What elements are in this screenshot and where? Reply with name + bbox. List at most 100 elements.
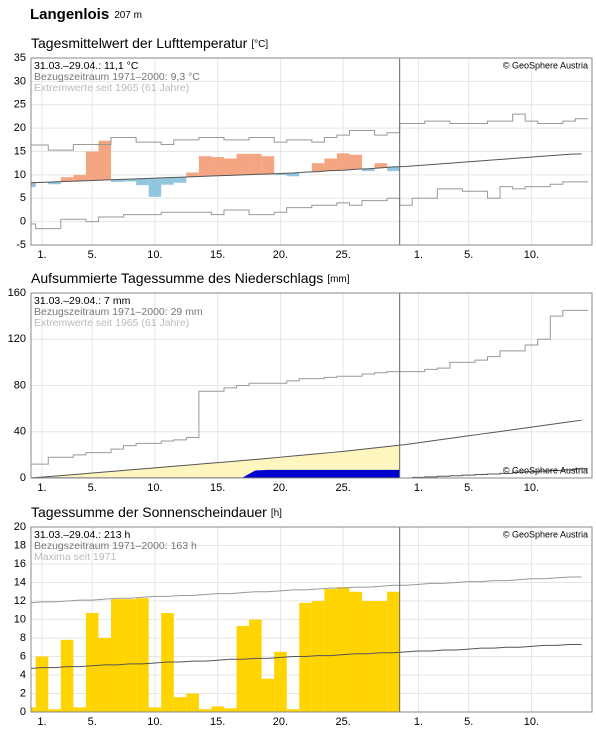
anomaly-bar [387,166,400,172]
y-tick-label: -5 [16,239,26,251]
x-tick-label: 1. [414,249,423,261]
line [31,153,582,184]
title-unit: [°C] [251,39,268,50]
legend-entry: 31.03.–29.04.: 213 h [34,529,130,541]
header: Langenlois 207 m [30,6,142,23]
anomaly-bar [85,151,99,181]
plot-frame [30,292,593,479]
anomaly-bar [136,178,149,186]
x-tick-label: 1. [414,716,423,728]
x-tick-label: 15. [210,249,225,261]
x-tick-label: 5. [88,716,97,728]
copyright: © GeoSphere Austria [503,529,588,539]
y-tick-label: 30 [14,75,26,87]
legend-entry: Bezugszeitraum 1971–2000: 163 h [34,540,197,552]
chart-title: Tagessumme der Sonnenscheindauer [h] [31,504,282,520]
anomaly-bar [362,168,375,172]
y-tick-label: 20 [14,521,26,533]
bar [123,599,137,712]
title-unit: [h] [271,508,282,519]
plot [31,576,582,712]
bar [261,678,275,712]
plot [31,309,588,478]
x-tick-label: 15. [210,716,225,728]
plot-frame [30,526,593,713]
legend-entry: 31.03.–29.04.: 7 mm [34,295,131,307]
bar [324,588,337,712]
legend-entry: Maxima seit 1971 [34,551,116,563]
y-tick-label: 14 [14,576,26,588]
elevation: 207 m [114,10,142,21]
anomaly-bar [111,179,124,182]
anomaly-bar [173,177,187,183]
bar [60,639,74,712]
anomaly-bar [374,163,388,168]
anomaly-bar [236,153,250,175]
title-text: Tagesmittelwert der Lufttemperatur [31,35,248,51]
anomaly-bar [48,181,61,185]
legend-entry: Bezugszeitraum 1971–2000: 29 mm [34,306,203,318]
bar [148,707,162,712]
bar [236,625,250,712]
bar [186,693,199,712]
legend-entry: Extremwerte seit 1965 (61 Jahre) [34,82,189,94]
bar [31,707,36,712]
x-tick-label: 1. [37,482,46,494]
y-tick-label: 18 [14,539,26,551]
y-tick-label: 8 [20,632,26,644]
anomaly-bar [73,174,86,181]
bar [73,707,86,712]
y-tick-label: 12 [14,595,26,607]
line [31,419,582,478]
anomaly-bar [249,153,262,175]
bar [136,598,149,712]
y-tick-label: 10 [14,613,26,625]
x-tick-label: 10. [147,249,162,261]
step-line [31,309,588,465]
y-tick-label: 40 [14,426,26,438]
bar [286,709,300,712]
y-tick-label: 6 [20,650,26,662]
area [31,469,400,478]
bar [98,638,112,712]
bar [349,591,363,712]
legend-entry: Bezugszeitraum 1971–2000: 9,3 °C [34,71,200,83]
y-tick-label: 25 [14,99,26,111]
x-tick-label: 20. [273,249,288,261]
line [31,643,582,669]
y-tick-label: 20 [14,122,26,134]
anomaly-bar [148,178,162,197]
x-tick-label: 1. [37,249,46,261]
anomaly-bar [336,153,350,171]
bar [48,709,61,712]
title-unit: [mm] [327,274,349,285]
copyright: © GeoSphere Austria [503,60,588,70]
copyright: © GeoSphere Austria [503,465,588,475]
x-tick-label: 10. [524,249,539,261]
anomaly-bar [223,158,237,176]
bar [374,601,388,712]
y-tick-label: 0 [20,472,26,484]
bar [387,591,400,712]
x-tick-label: 25. [336,482,351,494]
anomaly-bar [186,172,199,177]
bar [35,656,49,712]
y-tick-label: 0 [20,216,26,228]
y-tick-label: 16 [14,558,26,570]
bar [362,601,375,712]
line [31,576,582,604]
step-line [31,181,588,230]
x-tick-label: 10. [524,482,539,494]
anomaly-bar [349,154,363,170]
legend-entry: 31.03.–29.04.: 11,1 °C [34,60,139,72]
x-tick-label: 15. [210,482,225,494]
y-tick-label: 5 [20,192,26,204]
bar [85,613,99,712]
step-line [31,113,588,151]
anomaly-bar [198,156,212,177]
title-text: Tagessumme der Sonnenscheindauer [31,504,267,520]
title-text: Aufsummierte Tagessumme des Niederschlag… [31,270,323,286]
y-tick-label: 120 [8,333,26,345]
